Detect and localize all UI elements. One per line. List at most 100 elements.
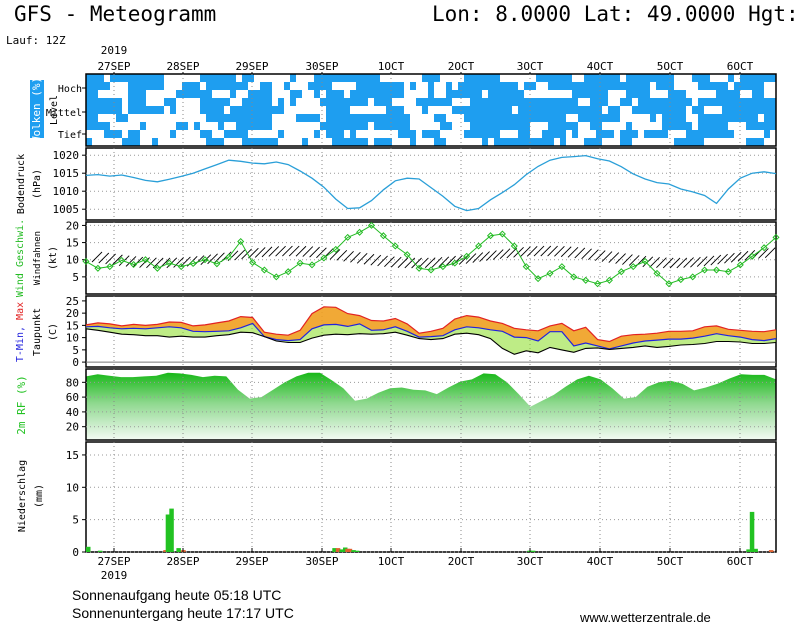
cloud-gap [602,122,620,130]
precip-bar-4 [169,508,174,552]
cloud-gap [428,106,434,114]
cloud-gap [320,114,326,122]
top-axis-xtick-label-3: 30SEP [305,60,338,73]
wind-point [475,242,483,250]
wind-barb [696,256,708,267]
cloud-gap [98,130,104,138]
cloud-gap [392,138,404,146]
cloud-gap [152,98,158,106]
cloud-gap [158,138,164,146]
cloud-gap [356,130,368,138]
top-axis-xtick-label-4: 1OCT [378,60,405,73]
cloud-gap [152,130,164,138]
cloud-gap [512,106,518,114]
cloud-gap [146,138,152,146]
cloud-gap [578,122,590,130]
cloud-gap [314,98,320,106]
pressure-ylabel: Bodendruck [16,154,27,214]
precip-bar-11 [345,548,350,552]
cloud-gap [452,82,458,90]
cloud-level-tief: Tief [58,130,82,141]
wind-barb [132,256,144,268]
wind-point [379,232,387,240]
cloud-gap [704,106,722,114]
wind-barb [533,245,545,257]
cloud-gap [182,98,200,106]
wind-barb [98,252,110,264]
cloud-gap [404,82,410,90]
cloud-gap [272,114,290,122]
wind-barb [513,246,524,258]
cloud-gap [254,74,272,82]
pressure-ytick-label-1: 1010 [53,185,80,198]
wind-barb [112,254,123,266]
cloud-gap [296,74,314,82]
precip-bar-10 [343,547,348,552]
wind-point [570,273,578,281]
cloud-gap [122,130,128,138]
cloud-gap [416,90,428,98]
wind-barb [302,246,314,257]
wind-barb [730,251,742,263]
cloud-gap [602,106,608,114]
cloud-gap [320,130,326,138]
dewpoint-line [85,328,777,355]
wind-barb [486,250,497,261]
precip-ytick-label-3: 15 [66,449,79,462]
wind-point [141,256,150,264]
wind-barb [690,256,701,268]
year-label-top: 2019 [101,44,128,57]
wind-barb [295,245,307,257]
cloud-gap [380,74,398,82]
wind-barb [363,253,375,265]
wind-barb [91,251,103,263]
cloud-gap [164,130,170,138]
wind-point [260,266,268,274]
top-axis-xtick-label-2: 29SEP [235,60,268,73]
cloud-gap [734,130,740,138]
cloud-gap [410,114,428,122]
top-axis-xtick-label-6: 3OCT [517,60,544,73]
cloud-gap [404,138,410,146]
cloud-gap [284,106,296,114]
wind-barb [526,246,538,257]
cloud-gap [740,130,746,138]
cloud-gap [590,130,596,138]
bottom-axis-xtick-label-4: 1OCT [378,555,405,568]
cloud-gap [686,82,698,90]
cloud-gap [110,122,116,130]
wind-barb [282,245,293,257]
cloud-gap [164,114,176,122]
wind-ylabel2: Windfahnen [33,231,43,285]
cloud-gap [272,82,278,90]
wind-point [153,264,161,272]
cloud-gap [164,138,182,146]
precip-bar-17 [746,549,751,552]
cloud-gap [530,122,548,130]
top-axis-xtick-label-8: 5OCT [657,60,684,73]
top-axis-xtick-label-1: 28SEP [166,60,199,73]
wind-barb [268,246,280,257]
cloud-gap [500,130,518,138]
pressure-line [85,154,777,212]
cloud-gap [176,106,194,114]
cloud-gap [356,106,368,114]
cloud-gap [164,82,182,90]
wind-barb [309,246,320,258]
cloud-gap [134,114,152,122]
pressure-panel-frame [85,147,777,221]
precip-bar-7 [332,548,337,552]
temp-ytick-label-2: 10 [66,332,79,345]
cloud-gap [272,130,278,138]
cloud-gap [320,90,326,98]
bottom-axis-xtick-label-8: 5OCT [657,555,684,568]
cloud-gap [176,114,188,122]
precip-bar-13 [351,550,356,552]
wind-point [689,273,697,281]
precip-bar-20 [768,550,774,552]
cloud-gap [428,138,434,146]
cloud-gap [272,74,290,82]
cloud-gap [554,90,572,98]
sunrise-text: Sonnenaufgang heute 05:18 UTC [72,587,281,603]
